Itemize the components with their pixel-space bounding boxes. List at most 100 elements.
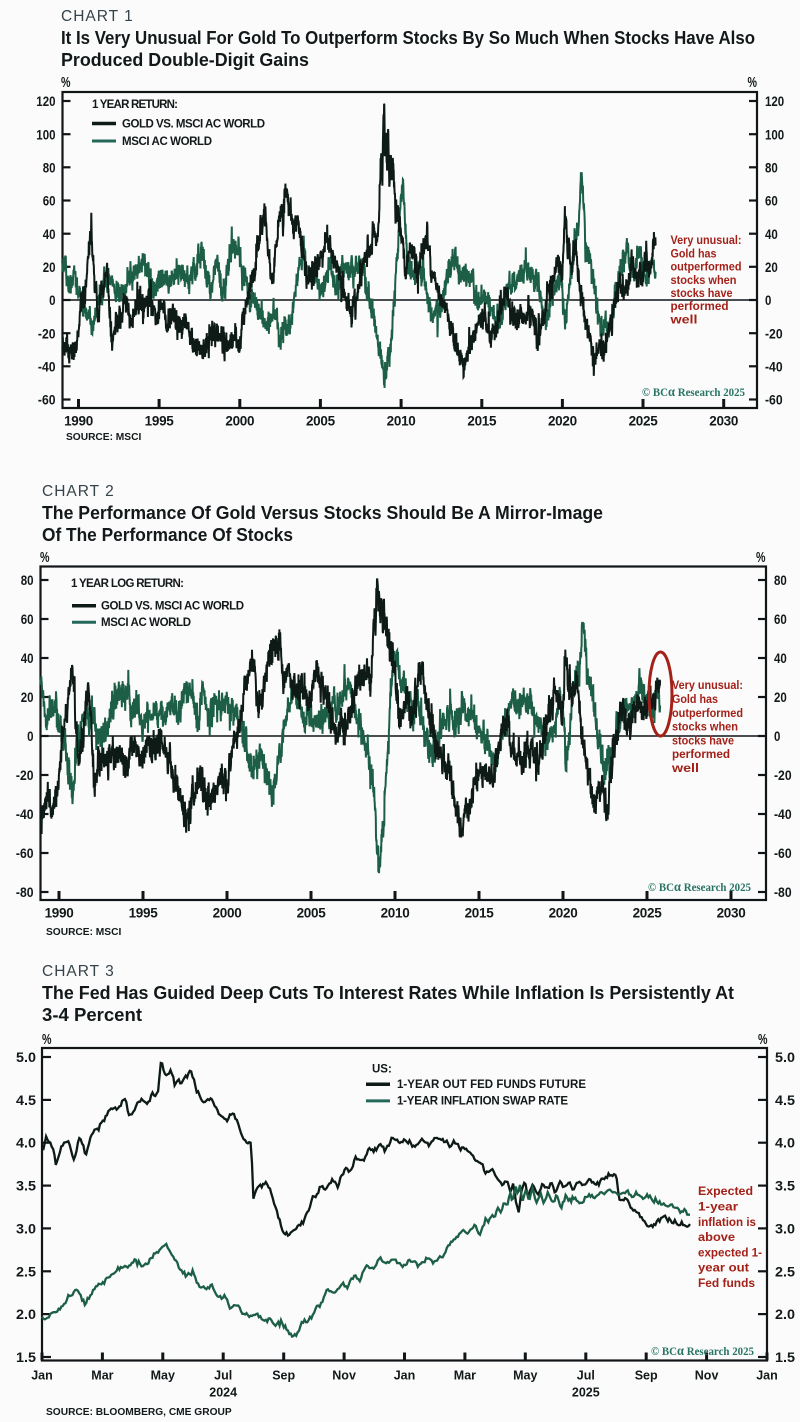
svg-text:100: 100 xyxy=(765,126,784,142)
svg-text:60: 60 xyxy=(765,193,778,209)
svg-text:-20: -20 xyxy=(774,767,792,783)
svg-text:May: May xyxy=(151,1369,175,1383)
svg-text:4.5: 4.5 xyxy=(16,1093,37,1108)
svg-text:GOLD VS. MSCI AC WORLD: GOLD VS. MSCI AC WORLD xyxy=(122,119,265,131)
svg-text:Very unusual:: Very unusual: xyxy=(672,678,743,692)
svg-text:CHART 3: CHART 3 xyxy=(42,963,115,980)
svg-text:SOURCE: MSCI: SOURCE: MSCI xyxy=(46,927,121,938)
svg-text:Sep: Sep xyxy=(635,1369,658,1383)
svg-text:2005: 2005 xyxy=(306,414,336,429)
svg-text:Mar: Mar xyxy=(454,1369,476,1383)
svg-text:CHART 2: CHART 2 xyxy=(42,483,115,500)
svg-text:40: 40 xyxy=(765,226,778,242)
svg-text:Gold has: Gold has xyxy=(671,246,717,260)
svg-text:-20: -20 xyxy=(16,767,34,783)
svg-text:performed: performed xyxy=(672,747,730,761)
svg-text:3.0: 3.0 xyxy=(775,1221,795,1236)
svg-text:1995: 1995 xyxy=(129,906,159,921)
svg-text:3.5: 3.5 xyxy=(775,1179,796,1194)
svg-text:above: above xyxy=(698,1230,735,1244)
svg-text:60: 60 xyxy=(43,193,56,209)
svg-text:May: May xyxy=(513,1369,537,1383)
svg-text:2015: 2015 xyxy=(465,906,495,921)
svg-text:GOLD VS. MSCI AC WORLD: GOLD VS. MSCI AC WORLD xyxy=(101,601,244,613)
svg-text:2000: 2000 xyxy=(213,906,242,921)
svg-text:5.0: 5.0 xyxy=(16,1050,36,1065)
svg-text:-40: -40 xyxy=(774,806,792,822)
svg-text:4.0: 4.0 xyxy=(775,1136,795,1151)
svg-text:Gold has: Gold has xyxy=(672,692,718,706)
svg-text:outperformed: outperformed xyxy=(672,706,743,720)
svg-text:Jan: Jan xyxy=(756,1369,778,1383)
svg-text:0: 0 xyxy=(774,728,781,744)
svg-text:Produced Double-Digit Gains: Produced Double-Digit Gains xyxy=(61,49,309,70)
svg-text:2030: 2030 xyxy=(709,414,738,429)
svg-text:SOURCE: BLOOMBERG, CME GROUP: SOURCE: BLOOMBERG, CME GROUP xyxy=(46,1407,232,1418)
svg-text:20: 20 xyxy=(43,259,56,275)
svg-text:stocks have: stocks have xyxy=(672,733,734,747)
svg-text:Sep: Sep xyxy=(272,1369,295,1383)
svg-text:20: 20 xyxy=(765,259,778,275)
svg-text:2010: 2010 xyxy=(387,414,416,429)
svg-text:2010: 2010 xyxy=(381,906,410,921)
svg-text:1-YEAR OUT FED FUNDS FUTURE: 1-YEAR OUT FED FUNDS FUTURE xyxy=(397,1079,586,1091)
svg-text:2.5: 2.5 xyxy=(16,1264,37,1279)
svg-text:80: 80 xyxy=(765,160,778,176)
svg-text:US:: US: xyxy=(372,1064,392,1076)
svg-text:1.5: 1.5 xyxy=(775,1350,796,1365)
svg-text:well: well xyxy=(669,312,697,326)
svg-text:40: 40 xyxy=(774,650,787,666)
svg-text:%: % xyxy=(61,75,71,91)
svg-text:1-year: 1-year xyxy=(698,1200,738,1214)
svg-text:3.5: 3.5 xyxy=(16,1179,37,1194)
svg-text:Nov: Nov xyxy=(332,1369,356,1383)
svg-text:Expected: Expected xyxy=(698,1184,753,1198)
svg-text:2.0: 2.0 xyxy=(775,1307,795,1322)
svg-text:2020: 2020 xyxy=(549,906,578,921)
svg-text:2000: 2000 xyxy=(225,414,254,429)
svg-text:CHART 1: CHART 1 xyxy=(61,8,134,25)
svg-text:40: 40 xyxy=(21,650,34,666)
svg-text:40: 40 xyxy=(43,226,56,242)
svg-text:4.0: 4.0 xyxy=(16,1136,36,1151)
svg-text:The Performance Of Gold Versus: The Performance Of Gold Versus Stocks Sh… xyxy=(42,502,603,523)
svg-text:%: % xyxy=(42,1032,52,1048)
svg-text:2.5: 2.5 xyxy=(775,1264,796,1279)
svg-text:1 YEAR LOG RETURN:: 1 YEAR LOG RETURN: xyxy=(71,578,184,590)
svg-text:2024: 2024 xyxy=(209,1386,237,1400)
svg-text:Nov: Nov xyxy=(695,1369,719,1383)
svg-text:80: 80 xyxy=(774,572,787,588)
svg-text:-40: -40 xyxy=(38,359,56,375)
svg-text:120: 120 xyxy=(765,93,784,109)
svg-text:year out: year out xyxy=(698,1261,749,1275)
svg-text:2015: 2015 xyxy=(467,414,497,429)
svg-text:20: 20 xyxy=(774,689,787,705)
svg-text:© BCα Research 2025: © BCα Research 2025 xyxy=(642,384,745,399)
svg-text:3.0: 3.0 xyxy=(16,1221,36,1236)
svg-text:Jan: Jan xyxy=(31,1369,53,1383)
svg-text:%: % xyxy=(748,75,758,91)
svg-text:-40: -40 xyxy=(765,359,783,375)
svg-text:%: % xyxy=(758,1032,768,1048)
svg-text:0: 0 xyxy=(765,292,772,308)
svg-text:0: 0 xyxy=(49,292,56,308)
svg-text:performed: performed xyxy=(671,299,729,313)
svg-text:-20: -20 xyxy=(765,325,783,341)
svg-text:SOURCE: MSCI: SOURCE: MSCI xyxy=(66,432,141,443)
svg-text:0: 0 xyxy=(27,728,34,744)
svg-text:2005: 2005 xyxy=(297,906,327,921)
svg-text:© BCα Research 2025: © BCα Research 2025 xyxy=(648,879,751,894)
svg-text:-60: -60 xyxy=(38,392,56,408)
svg-text:inflation is: inflation is xyxy=(698,1215,756,1229)
svg-text:-60: -60 xyxy=(16,845,34,861)
svg-text:1990: 1990 xyxy=(45,906,74,921)
svg-text:-60: -60 xyxy=(774,845,792,861)
svg-text:Mar: Mar xyxy=(91,1369,113,1383)
svg-text:-20: -20 xyxy=(38,325,56,341)
svg-text:20: 20 xyxy=(21,689,34,705)
svg-text:Very unusual:: Very unusual: xyxy=(671,233,742,247)
svg-text:80: 80 xyxy=(43,160,56,176)
svg-text:1.5: 1.5 xyxy=(16,1350,37,1365)
svg-text:120: 120 xyxy=(36,93,55,109)
svg-text:Fed funds: Fed funds xyxy=(698,1276,755,1290)
